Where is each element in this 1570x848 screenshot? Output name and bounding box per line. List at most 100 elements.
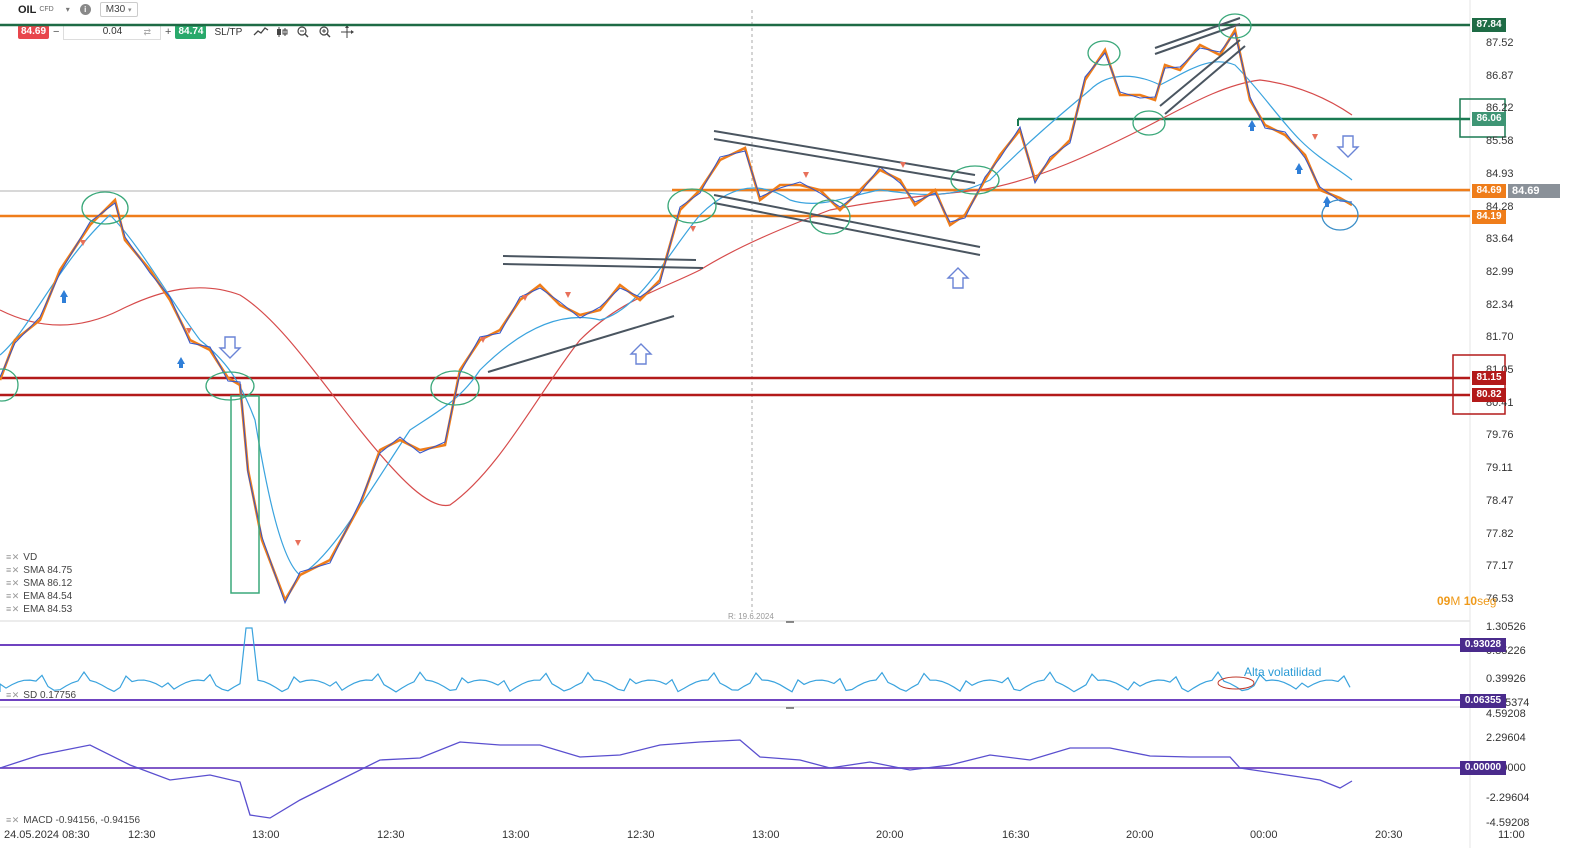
price-tick-label: 84.28 — [1486, 200, 1514, 213]
macd-legend[interactable]: ≡ ✕ MACD -0.94156, -0.94156 — [6, 815, 140, 826]
tag-top-level: 87.84 — [1472, 18, 1506, 32]
chart-tools — [253, 25, 355, 38]
timeframe-select[interactable]: M30 ▾ — [99, 2, 138, 17]
buy-signal-icon — [1248, 120, 1256, 131]
macd-tick-label: 4.59208 — [1486, 708, 1526, 720]
down-arrow-icon — [218, 336, 242, 359]
drop-highlight-box — [230, 395, 260, 594]
channel-lower-b[interactable] — [713, 202, 981, 256]
price-tick-label: 78.47 — [1486, 494, 1514, 507]
settings-icon[interactable]: ≡ ✕ — [6, 552, 19, 562]
time-tick-label: 24.05.2024 08:30 — [4, 829, 90, 841]
rising-trendline[interactable] — [487, 315, 675, 373]
price-line — [0, 31, 1353, 605]
legend-label: SMA 84.75 — [23, 565, 73, 576]
legend-item[interactable]: ≡ ✕ SMA 86.12 — [6, 578, 72, 589]
sell-signal-icon — [522, 295, 528, 301]
time-tick-label: 12:30 — [377, 829, 405, 841]
small-markers — [60, 120, 1331, 546]
symbol-name[interactable]: OIL — [18, 3, 37, 16]
fast-ema-line — [0, 26, 1353, 603]
signal-arrows — [218, 135, 1360, 365]
channel-top-1[interactable] — [502, 255, 697, 261]
price-tick-label: 81.70 — [1486, 331, 1514, 344]
sell-signal-icon — [186, 328, 192, 334]
circle-marker — [1132, 110, 1166, 136]
instrument-header: OIL CFD ▾ i M30 ▾ — [18, 2, 138, 17]
swap-icon[interactable]: ⇄ — [143, 26, 152, 37]
price-tick-label: 87.52 — [1486, 37, 1514, 49]
channel-upper-b[interactable] — [713, 138, 976, 184]
candles-icon[interactable] — [277, 27, 288, 37]
price-tick-label: 79.11 — [1486, 462, 1513, 475]
time-tick-label: 13:00 — [502, 829, 530, 841]
time-tick-label: 16:30 — [1002, 829, 1030, 841]
tag-orange-upper: 84.69 — [1472, 184, 1506, 198]
wedge-bottom-b[interactable] — [1164, 45, 1246, 115]
time-tick-label: 20:00 — [1126, 829, 1154, 841]
settings-icon[interactable]: ≡ ✕ — [6, 690, 19, 700]
price-tick-label: 86.22 — [1486, 102, 1514, 115]
sell-signal-icon — [900, 162, 906, 168]
time-tick-label: 12:30 — [627, 829, 655, 841]
ema-line — [0, 61, 1353, 576]
crosshair-icon[interactable] — [341, 25, 355, 38]
legend-item[interactable]: ≡ ✕ EMA 84.54 — [6, 591, 72, 602]
wedge-top-a[interactable] — [1154, 17, 1241, 49]
macd-tick-label: -2.29604 — [1486, 792, 1530, 804]
channel-upper-a[interactable] — [713, 130, 976, 176]
sell-signal-icon — [1312, 134, 1318, 140]
sd-tag-lower: 0.06355 — [1460, 694, 1506, 708]
candle-countdown: 09M 10seg — [1437, 594, 1496, 608]
session-break-label: R: 19.6.2024 — [728, 612, 774, 621]
legend-label: EMA 84.53 — [23, 604, 73, 615]
settings-icon[interactable]: ≡ ✕ — [6, 578, 19, 588]
circle-marker — [667, 188, 717, 224]
settings-icon[interactable]: ≡ ✕ — [6, 604, 19, 614]
zoom-out-icon[interactable] — [297, 26, 309, 38]
chevron-down-icon[interactable]: ▾ — [65, 5, 70, 14]
buy-signal-icon — [1295, 163, 1303, 174]
sell-signal-icon — [803, 172, 809, 178]
countdown-m: M — [1450, 594, 1461, 608]
sd-tag-upper: 0.93028 — [1460, 638, 1506, 652]
legend-item[interactable]: ≡ ✕ VD — [6, 552, 37, 563]
sell-button[interactable]: 84.69 — [18, 25, 50, 39]
up-arrow-icon — [946, 267, 970, 289]
sell-signal-icon — [80, 240, 86, 246]
sell-signal-icon — [295, 540, 301, 546]
current-price-tag: 84.69 — [1508, 184, 1560, 198]
wedge-top-b[interactable] — [1154, 23, 1241, 55]
buy-button[interactable]: 84.74 — [175, 25, 207, 39]
tag-red-upper: 81.15 — [1472, 371, 1506, 385]
legend-item[interactable]: ≡ ✕ EMA 84.53 — [6, 604, 72, 615]
sd-legend-label: SD 0.17756 — [23, 690, 77, 701]
time-tick-label: 13:00 — [752, 829, 780, 841]
sltp-button[interactable]: SL/TP — [214, 26, 243, 38]
sd-legend[interactable]: ≡ ✕ SD 0.17756 — [6, 690, 76, 701]
channel-top-2[interactable] — [502, 263, 704, 269]
countdown-seconds: 10 — [1463, 594, 1478, 608]
channel-lower-a[interactable] — [713, 194, 981, 248]
macd-tick-label: -4.59208 — [1486, 817, 1530, 829]
price-tick-label: 84.93 — [1486, 167, 1514, 180]
settings-icon[interactable]: ≡ ✕ — [6, 591, 19, 601]
zoom-in-icon[interactable] — [319, 26, 331, 38]
line-chart-icon[interactable] — [253, 27, 269, 36]
legend-label: EMA 84.54 — [23, 591, 73, 602]
settings-icon[interactable]: ≡ ✕ — [6, 565, 19, 575]
legend-item[interactable]: ≡ ✕ SMA 84.75 — [6, 565, 72, 576]
increase-qty-button[interactable]: + — [165, 26, 172, 38]
circle-marker — [1321, 199, 1359, 231]
circle-marker — [430, 370, 480, 406]
volatility-annotation: Alta volatilidad — [1244, 665, 1322, 679]
wedge-bottom-a[interactable] — [1159, 39, 1241, 107]
settings-icon[interactable]: ≡ ✕ — [6, 815, 19, 825]
price-tick-label: 86.87 — [1486, 69, 1514, 82]
trendlines[interactable] — [487, 17, 1246, 373]
info-icon[interactable]: i — [79, 4, 91, 15]
decrease-qty-button[interactable]: − — [53, 26, 60, 38]
price-tick-label: 85.58 — [1486, 135, 1514, 148]
circle-marker — [950, 165, 1000, 195]
